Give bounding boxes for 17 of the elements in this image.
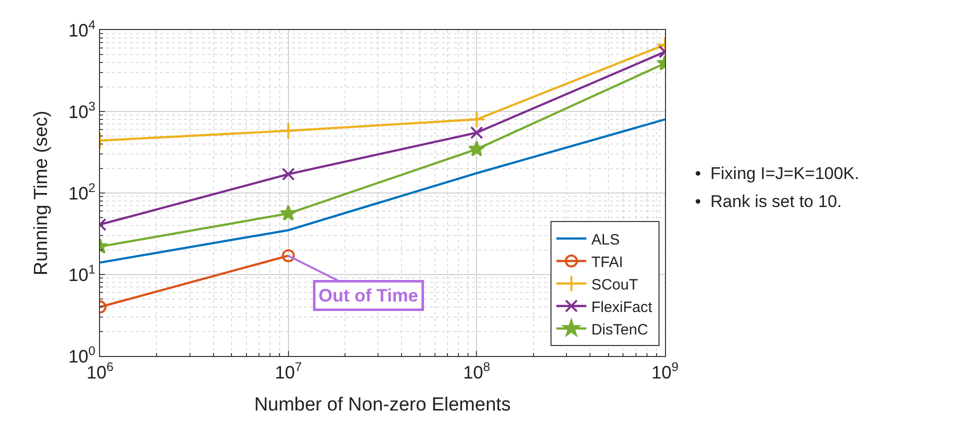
legend-label: TFAI [591, 254, 624, 271]
x-tick-label: 10$^{7}$ [274, 360, 302, 383]
x-tick-label: 10$^{8}$ [463, 360, 490, 383]
x-tick-label: 10$^{9}$ [651, 360, 679, 383]
legend-label: FlexiFact [591, 298, 654, 316]
y-tick-label: 10$^{1}$ [68, 262, 96, 285]
legend-label: ALS [591, 231, 620, 248]
annotation: Out of Time [318, 286, 418, 306]
legend-label: DisTenC [591, 321, 648, 338]
text: • Fixing I=J=K=100K. [695, 164, 860, 183]
y-tick-label: 10$^{2}$ [68, 180, 96, 204]
legend-label: SCouT [591, 276, 638, 294]
text: • Rank is set to 10. [695, 192, 842, 211]
y-tick-label: 10$^{3}$ [68, 99, 96, 122]
y-axis-title: Running Time (sec) [31, 110, 52, 276]
x-axis-title: Number of Non-zero Elements [254, 394, 511, 416]
y-tick-label: 10$^{4}$ [68, 18, 96, 40]
